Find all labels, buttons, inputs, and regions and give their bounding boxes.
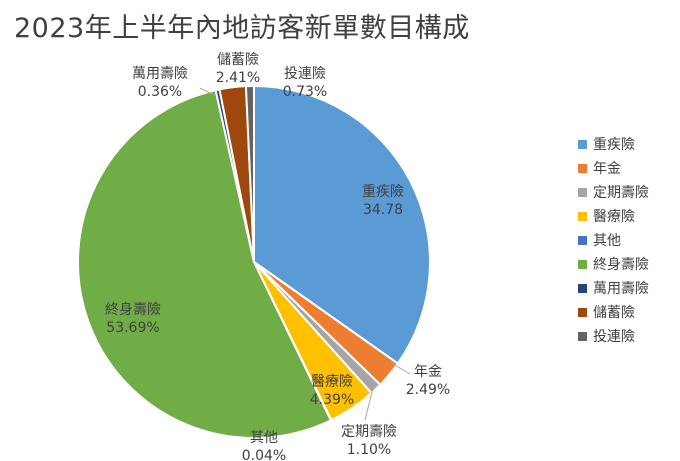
legend-item-2: 定期壽險	[578, 180, 649, 204]
legend-label-1: 年金	[593, 161, 621, 177]
chart-legend: 重疾險年金定期壽險醫療險其他終身壽險萬用壽險儲蓄險投連險	[578, 132, 649, 348]
leader-line-6	[199, 87, 217, 97]
leader-line-4	[257, 429, 267, 439]
slice-value-8: 0.73%	[283, 84, 327, 100]
legend-item-3: 醫療險	[578, 204, 649, 228]
legend-label-0: 重疾險	[593, 137, 635, 153]
slice-value-0: 34.78	[363, 202, 403, 218]
slice-label-8: 投連險	[284, 66, 326, 82]
slice-label-3: 醫療險	[311, 373, 353, 390]
legend-item-7: 儲蓄險	[578, 300, 649, 324]
slice-label-4: 其他	[250, 430, 278, 446]
slice-label-1: 年金	[414, 364, 442, 380]
slice-label-2: 定期壽險	[341, 424, 397, 440]
slice-value-7: 2.41%	[216, 70, 260, 86]
legend-item-0: 重疾險	[578, 132, 649, 156]
slice-value-5: 53.69%	[106, 320, 159, 336]
pie-slice-0	[253, 84, 431, 365]
legend-item-8: 投連險	[578, 324, 649, 348]
legend-swatch-8	[578, 331, 587, 341]
pie-slice-8	[244, 84, 255, 263]
legend-swatch-1	[578, 163, 587, 173]
legend-swatch-6	[578, 283, 587, 293]
legend-label-6: 萬用壽險	[593, 281, 649, 297]
slice-label-5: 終身壽險	[105, 302, 161, 318]
legend-swatch-0	[578, 139, 587, 149]
slice-label-6: 萬用壽險	[132, 66, 188, 82]
legend-swatch-3	[578, 211, 587, 221]
pie-slice-5	[77, 89, 333, 439]
slice-value-2: 1.10%	[347, 442, 391, 458]
legend-label-7: 儲蓄險	[593, 305, 635, 321]
legend-label-5: 終身壽險	[593, 257, 649, 273]
leader-line-1	[389, 361, 411, 375]
legend-item-4: 其他	[578, 228, 649, 252]
legend-swatch-4	[578, 235, 587, 245]
legend-label-2: 定期壽險	[593, 185, 649, 201]
slice-value-6: 0.36%	[138, 84, 182, 100]
legend-label-8: 投連險	[593, 329, 635, 345]
legend-item-6: 萬用壽險	[578, 276, 649, 300]
legend-item-1: 年金	[578, 156, 649, 180]
legend-item-5: 終身壽險	[578, 252, 649, 276]
slice-value-4: 0.04%	[242, 448, 286, 461]
legend-swatch-7	[578, 307, 587, 317]
legend-swatch-5	[578, 259, 587, 269]
slice-label-7: 儲蓄險	[217, 52, 259, 68]
legend-label-4: 其他	[593, 233, 621, 249]
slice-value-1: 2.49%	[406, 382, 450, 398]
chart-title: 2023年上半年內地訪客新單數目構成	[14, 13, 470, 44]
legend-swatch-2	[578, 187, 587, 197]
slice-label-0: 重疾險	[362, 184, 404, 200]
slice-value-3: 4.39%	[310, 392, 354, 408]
leader-line-2	[364, 387, 374, 421]
legend-label-3: 醫療險	[593, 209, 635, 225]
